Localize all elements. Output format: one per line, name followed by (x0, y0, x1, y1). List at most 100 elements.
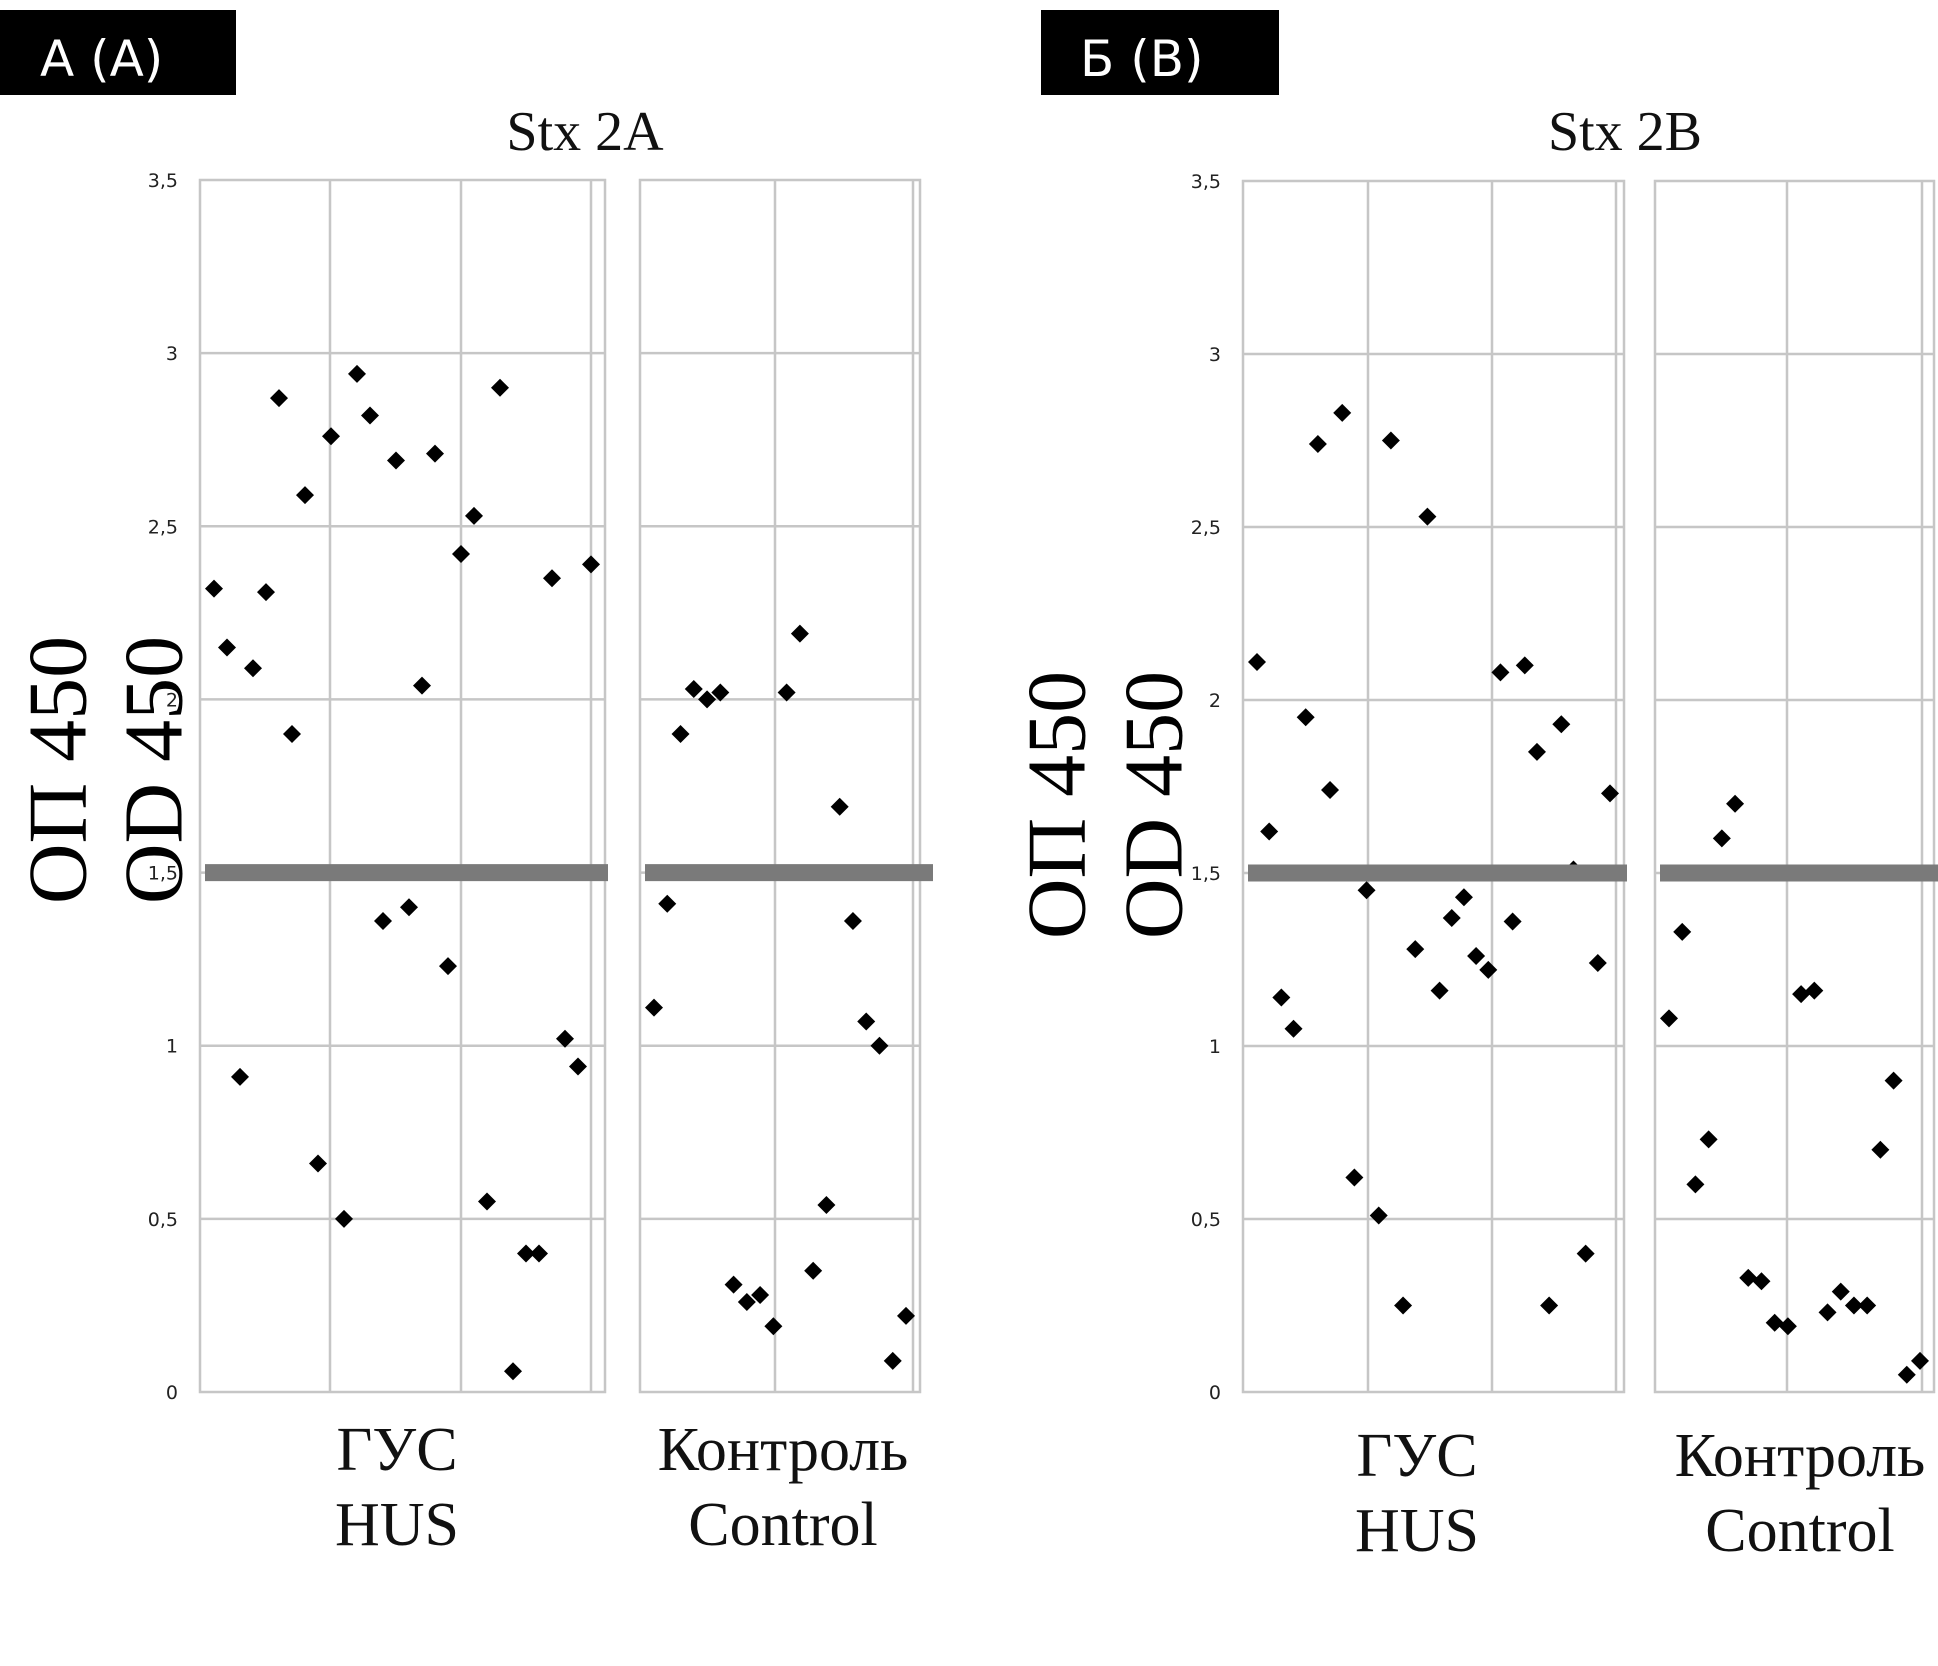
data-point (1406, 940, 1425, 959)
data-point (1911, 1351, 1929, 1370)
data-point (1673, 922, 1692, 941)
data-point (504, 1362, 522, 1381)
chart-title: Stx 2B (1548, 101, 1702, 163)
group-label-en: HUS (1355, 1497, 1479, 1565)
data-point (257, 583, 275, 602)
data-point (1479, 960, 1498, 979)
y-axis-label-ru: ОП 450 (1010, 671, 1103, 939)
panel-tag-label: А (A) (40, 30, 163, 88)
y-axis-label-en: OD 450 (1107, 671, 1200, 939)
data-point (569, 1057, 587, 1076)
data-point (751, 1286, 770, 1305)
data-point (804, 1261, 823, 1280)
data-point (1897, 1365, 1916, 1384)
group-panel-control: Контроль Control (638, 178, 933, 1559)
data-point (1272, 988, 1291, 1007)
data-point (387, 451, 405, 470)
data-point (1515, 656, 1534, 675)
plot-frame (1653, 179, 1936, 1394)
data-point (1818, 1303, 1837, 1322)
chart-title: Stx 2A (506, 101, 664, 163)
y-tick-label: 3 (1209, 344, 1221, 366)
data-point (1357, 881, 1376, 900)
data-point (1576, 1244, 1595, 1263)
data-point (439, 957, 457, 976)
data-point (1778, 1317, 1797, 1336)
data-point (843, 912, 862, 931)
chart-panel-a: А (A) Stx 2A ОП 450 OD 450 0 0,5 1 1,5 2 2,5 3 3,5 Г… (0, 10, 933, 1559)
data-point (1394, 1296, 1413, 1315)
data-point (870, 1036, 889, 1055)
data-point (1831, 1282, 1850, 1301)
data-point (1844, 1296, 1863, 1315)
data-point (1454, 888, 1473, 907)
y-tick-label: 0,5 (1191, 1209, 1221, 1231)
y-tick-label: 2,5 (1191, 517, 1221, 539)
y-tick-label: 0,5 (148, 1209, 178, 1231)
data-point (1540, 1296, 1559, 1315)
data-point (817, 1196, 836, 1215)
data-point (426, 444, 444, 463)
data-point (309, 1154, 327, 1173)
data-point (1699, 1130, 1718, 1149)
data-point (658, 894, 677, 913)
data-point (645, 998, 663, 1017)
data-point (1712, 829, 1731, 848)
data-point (1284, 1019, 1303, 1038)
panel-tag-box (1041, 10, 1279, 95)
data-point (1260, 822, 1279, 841)
data-point (1467, 947, 1486, 966)
data-point (1601, 784, 1619, 803)
data-point (724, 1275, 743, 1294)
y-tick-label: 1,5 (148, 863, 178, 885)
data-point (1858, 1296, 1877, 1315)
data-point (361, 406, 379, 425)
data-point (790, 624, 809, 643)
data-point (1296, 708, 1315, 727)
y-tick-label: 2,5 (148, 516, 178, 538)
data-point (684, 680, 703, 699)
data-point (1805, 981, 1824, 1000)
data-point (465, 506, 483, 525)
data-point (478, 1192, 496, 1211)
data-point (883, 1351, 902, 1370)
data-point (1726, 794, 1745, 813)
data-point (711, 683, 730, 702)
panel-tag-box (0, 10, 236, 95)
data-point (1418, 507, 1437, 526)
y-tick-label: 3 (166, 343, 178, 365)
data-point (270, 389, 288, 408)
chart-panel-b: Б (B) Stx 2B ОП 450 OD 450 0 0,5 1 1,5 2 2,5 3 3,5 Г… (1010, 10, 1938, 1565)
plot-frame (638, 178, 922, 1394)
data-point (1321, 780, 1340, 799)
data-point (530, 1244, 548, 1263)
panel-tag-label: Б (B) (1080, 30, 1204, 88)
data-point (1527, 742, 1546, 761)
data-point (1739, 1268, 1758, 1287)
data-point (857, 1012, 876, 1031)
data-point (897, 1306, 915, 1325)
data-point (1333, 403, 1352, 422)
data-point (296, 486, 314, 505)
data-point (1503, 912, 1522, 931)
data-point (1588, 953, 1607, 972)
data-point (1884, 1071, 1903, 1090)
data-point (335, 1209, 353, 1228)
data-point (1442, 908, 1461, 927)
group-label-ru: Контроль (1675, 1422, 1926, 1490)
data-point (1369, 1206, 1388, 1225)
y-axis-label-ru: ОП 450 (11, 636, 104, 904)
data-point (231, 1067, 249, 1086)
data-point (322, 427, 340, 446)
group-label-ru: ГУС (1356, 1422, 1477, 1490)
group-label-ru: ГУС (336, 1416, 457, 1484)
data-point (1308, 434, 1327, 453)
data-point (244, 659, 262, 678)
group-panel-control: Контроль Control (1653, 179, 1938, 1565)
data-point (1552, 715, 1571, 734)
data-point (543, 569, 561, 588)
group-label-ru: Контроль (658, 1416, 909, 1484)
y-tick-label: 1,5 (1191, 863, 1221, 885)
data-point (413, 676, 431, 695)
